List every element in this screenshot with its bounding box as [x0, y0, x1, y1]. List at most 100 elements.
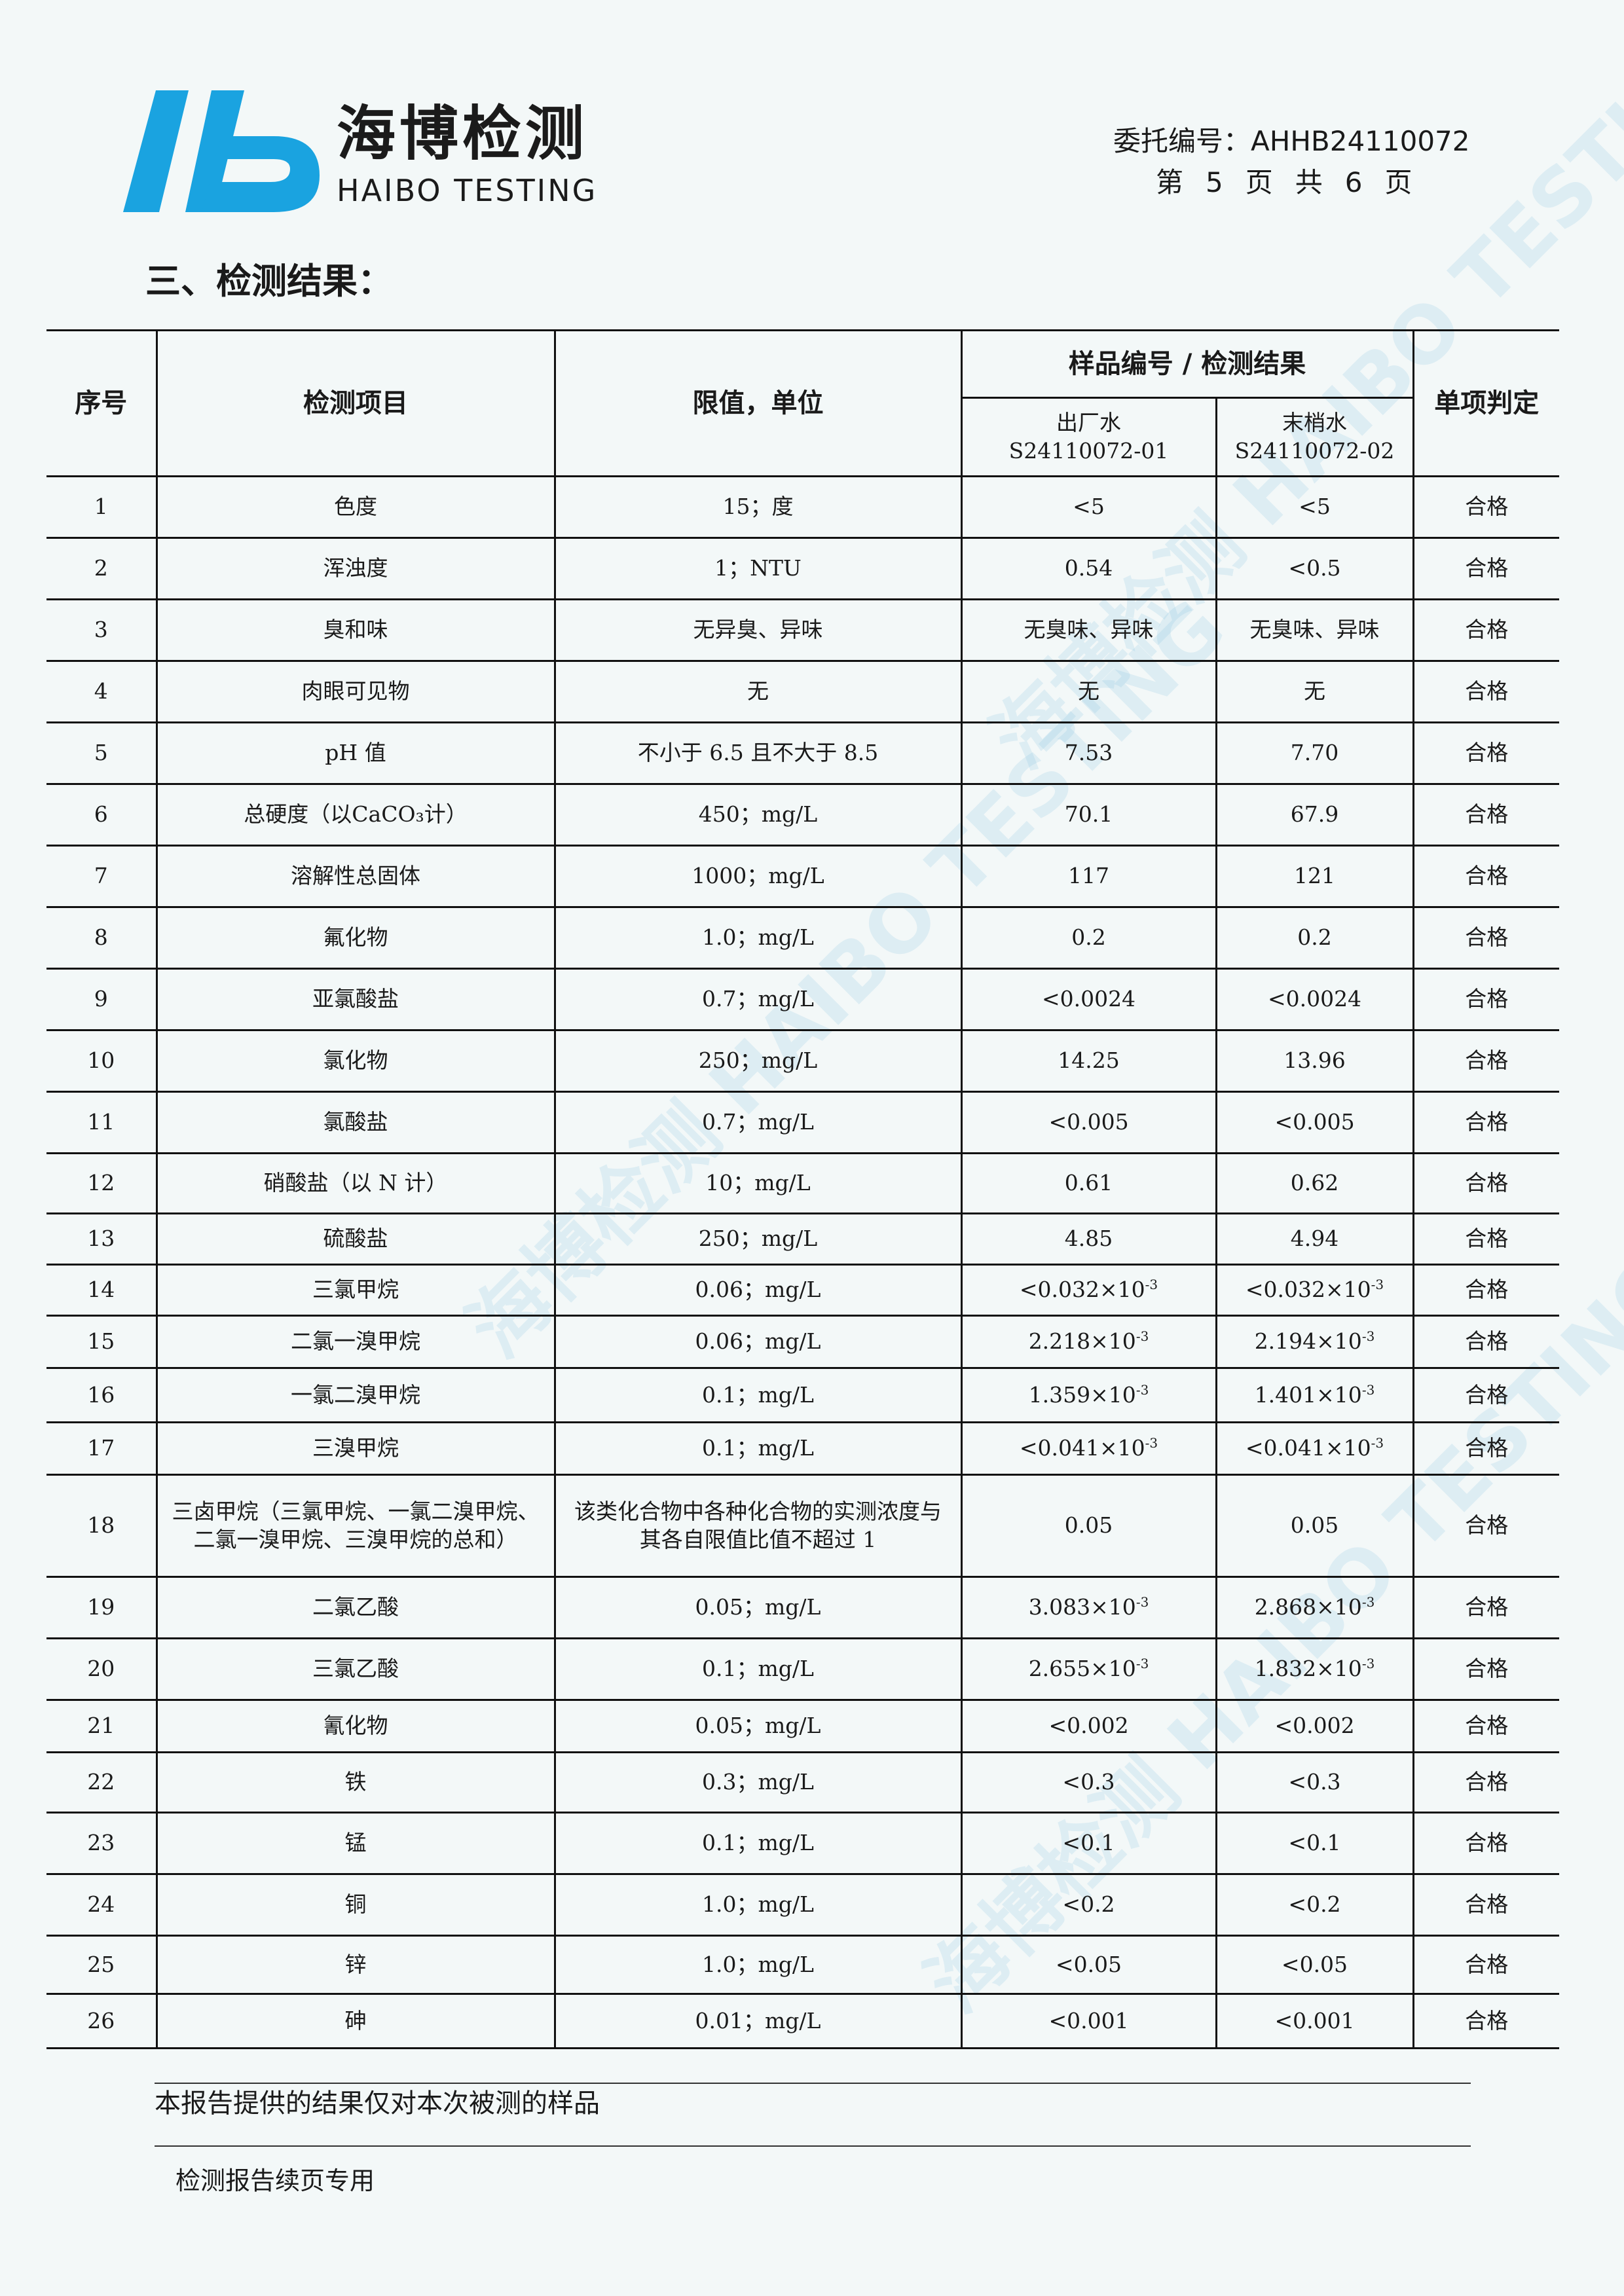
cell-verdict: 合格 — [1412, 1315, 1559, 1369]
cell-item: 锰 — [155, 1812, 556, 1875]
cell-item: 亚氯酸盐 — [155, 968, 556, 1031]
cell-result-2-text: 0.05 — [1290, 1512, 1339, 1539]
cell-limit-text: 0.06；mg/L — [695, 1328, 821, 1355]
table-row: 1 色度 15；度 <5 <5 合格 — [46, 475, 1559, 539]
cell-result-2-text: <0.2 — [1288, 1891, 1341, 1918]
cell-limit-text: 250；mg/L — [698, 1048, 818, 1074]
cell-no: 22 — [46, 1751, 158, 1813]
cell-limit: 0.3；mg/L — [553, 1751, 963, 1813]
page-pre: 第 — [1156, 166, 1184, 198]
cell-result-2-text: <0.002 — [1274, 1713, 1355, 1739]
cell-result-1-text: <0.002 — [1048, 1713, 1129, 1739]
cell-verdict: 合格 — [1412, 845, 1559, 908]
cell-result-2-text: 0.2 — [1297, 924, 1332, 951]
table-row: 5 pH 值 不小于 6.5 且不大于 8.5 7.53 7.70 合格 — [46, 721, 1559, 785]
cell-verdict: 合格 — [1412, 1264, 1559, 1317]
cell-limit: 0.06；mg/L — [553, 1264, 963, 1317]
cell-item-text: 氰化物 — [323, 1713, 388, 1739]
cell-no: 5 — [46, 721, 158, 785]
cell-limit-text: 无异臭、异味 — [693, 617, 823, 643]
cell-item-text: 铁 — [344, 1769, 367, 1795]
cell-item: 溶解性总固体 — [155, 845, 556, 908]
cell-limit: 0.7；mg/L — [553, 968, 963, 1031]
divider — [155, 2145, 1471, 2147]
cell-no-text: 25 — [87, 1951, 115, 1977]
exponent: -3 — [1371, 1277, 1384, 1293]
cell-limit: 15；度 — [553, 475, 963, 539]
cell-result-1-text: 1.359×10 — [1028, 1381, 1136, 1408]
cell-result-2-text: 2.868×10 — [1254, 1594, 1362, 1620]
cell-item: 氯酸盐 — [155, 1091, 556, 1154]
cell-limit: 无 — [553, 660, 963, 723]
cell-verdict: 合格 — [1412, 1993, 1559, 2049]
cell-item-text: 溶解性总固体 — [291, 863, 420, 889]
cell-item: 一氯二溴甲烷 — [155, 1367, 556, 1423]
cell-verdict: 合格 — [1412, 1637, 1559, 1701]
cell-result-2-text: <0.001 — [1274, 2007, 1355, 2033]
cell-result-2: <0.05 — [1215, 1935, 1414, 1995]
cell-item-text: pH 值 — [325, 740, 386, 766]
cell-limit-text: 10；mg/L — [705, 1170, 811, 1196]
cell-no: 3 — [46, 598, 158, 662]
section-title: 三、检测结果： — [145, 260, 393, 302]
cell-limit: 0.05；mg/L — [553, 1699, 963, 1753]
cell-no: 2 — [46, 537, 158, 600]
cell-item-text: 三卤甲烷（三氯甲烷、一氯二溴甲烷、二氯一溴甲烷、三溴甲烷的总和） — [172, 1498, 540, 1552]
cell-verdict-text: 合格 — [1465, 740, 1509, 766]
cell-item-text: 三氯甲烷 — [312, 1277, 399, 1303]
cell-result-2-text: <0.5 — [1288, 555, 1341, 581]
cell-verdict: 合格 — [1412, 1367, 1559, 1423]
cell-verdict: 合格 — [1412, 1212, 1559, 1266]
cell-limit-text: 1.0；mg/L — [702, 1891, 814, 1918]
cell-result-2-text: 121 — [1294, 863, 1335, 889]
cell-item: 总硬度（以CaCO₃计） — [155, 783, 556, 847]
cell-result-1-text: 0.05 — [1064, 1512, 1113, 1539]
cell-result-1: <0.3 — [960, 1751, 1217, 1813]
cell-verdict-text: 合格 — [1465, 863, 1509, 889]
cell-no-text: 26 — [87, 2007, 115, 2033]
cell-no-text: 17 — [87, 1435, 115, 1461]
cell-result-2: 无 — [1215, 660, 1414, 723]
table-row: 9 亚氯酸盐 0.7；mg/L <0.0024 <0.0024 合格 — [46, 968, 1559, 1031]
cell-limit-text: 1；NTU — [714, 555, 802, 581]
cell-verdict: 合格 — [1412, 1152, 1559, 1214]
cell-result-2-text: 无 — [1304, 678, 1325, 704]
cell-result-1-text: 0.2 — [1071, 924, 1106, 951]
exponent: -3 — [1135, 1381, 1149, 1398]
footer-label: 检测报告续页专用 — [175, 2166, 375, 2195]
cell-item: 二氯乙酸 — [155, 1576, 556, 1639]
cell-result-1: <0.001 — [960, 1993, 1217, 2049]
cell-result-1-text: 70.1 — [1064, 801, 1113, 828]
cell-item-text: 砷 — [344, 2007, 367, 2033]
cell-item-text: 三溴甲烷 — [312, 1435, 399, 1461]
table-row: 21 氰化物 0.05；mg/L <0.002 <0.002 合格 — [46, 1699, 1559, 1753]
divider — [155, 2083, 1471, 2084]
cell-item: 铁 — [155, 1751, 556, 1813]
cell-limit: 无异臭、异味 — [553, 598, 963, 662]
cell-no: 7 — [46, 845, 158, 908]
cell-verdict: 合格 — [1412, 1091, 1559, 1154]
cell-verdict-text: 合格 — [1465, 1594, 1509, 1620]
cell-result-2: <0.3 — [1215, 1751, 1414, 1813]
table-row: 2 浑浊度 1；NTU 0.54 <0.5 合格 — [46, 537, 1559, 600]
header-no: 序号 — [46, 329, 158, 477]
cell-limit: 1.0；mg/L — [553, 1873, 963, 1937]
cell-verdict: 合格 — [1412, 968, 1559, 1031]
cell-limit-text: 1.0；mg/L — [702, 924, 814, 951]
cell-no-text: 16 — [87, 1381, 115, 1408]
cell-result-1-text: <0.041×10 — [1019, 1435, 1145, 1461]
cell-no-text: 1 — [94, 494, 108, 520]
cell-no-text: 5 — [94, 740, 108, 766]
exponent: -3 — [1135, 1656, 1149, 1672]
cell-result-1: 4.85 — [960, 1212, 1217, 1266]
cell-result-1-text: 无 — [1078, 678, 1099, 704]
table-row: 13 硫酸盐 250；mg/L 4.85 4.94 合格 — [46, 1212, 1559, 1266]
cell-verdict-text: 合格 — [1465, 1951, 1509, 1977]
cell-verdict: 合格 — [1412, 783, 1559, 847]
cell-result-1: <5 — [960, 475, 1217, 539]
cell-result-1-text: 3.083×10 — [1028, 1594, 1136, 1620]
cell-item-text: 铜 — [344, 1891, 367, 1918]
exponent: -3 — [1135, 1328, 1149, 1345]
cell-no: 12 — [46, 1152, 158, 1214]
cell-limit-text: 不小于 6.5 且不大于 8.5 — [637, 740, 879, 766]
